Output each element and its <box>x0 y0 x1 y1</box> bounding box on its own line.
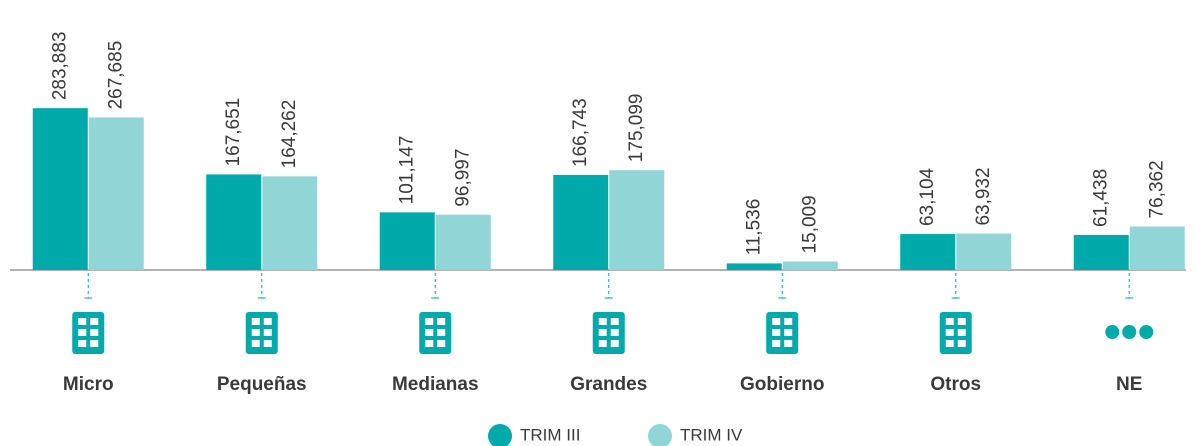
category-icon <box>939 312 972 354</box>
icon-window <box>78 340 87 347</box>
icon-window <box>945 340 954 347</box>
icon-body <box>419 312 452 354</box>
icon-window <box>610 318 619 325</box>
category-icon <box>766 312 799 354</box>
value-label: 63,104 <box>917 167 938 226</box>
category-icon <box>72 312 105 354</box>
value-label: 164,262 <box>279 100 300 169</box>
icon-window <box>784 329 793 336</box>
legend-label: TRIM IV <box>680 425 743 444</box>
category-icon <box>592 312 625 354</box>
icon-body <box>766 312 799 354</box>
legend-swatch <box>488 424 512 446</box>
bar <box>956 233 1012 270</box>
value-label: 61,438 <box>1090 169 1111 227</box>
legend-label: TRIM III <box>520 425 580 444</box>
category-icon <box>245 312 278 354</box>
x-tick-label: Medianas <box>392 374 479 395</box>
icon-window <box>425 340 434 347</box>
icon-window <box>945 318 954 325</box>
bar <box>1129 226 1185 270</box>
value-label: 166,743 <box>570 98 591 167</box>
icon-window <box>263 318 272 325</box>
icon-window <box>78 318 87 325</box>
icon-window <box>251 318 260 325</box>
category-icon <box>1105 325 1154 339</box>
icon-dot <box>1122 325 1137 339</box>
icon-window <box>437 318 446 325</box>
icon-window <box>772 329 781 336</box>
icon-window <box>90 340 99 347</box>
value-label: 267,685 <box>105 41 126 110</box>
value-label: 96,997 <box>452 149 473 207</box>
icon-window <box>425 318 434 325</box>
icon-body <box>72 312 105 354</box>
icon-window <box>263 329 272 336</box>
x-tick-label: Micro <box>63 374 114 395</box>
icon-dot <box>1139 325 1154 339</box>
icon-window <box>945 329 954 336</box>
icon-window <box>957 340 966 347</box>
bar <box>900 234 956 270</box>
bar <box>609 170 665 270</box>
category-icon <box>419 312 452 354</box>
value-label: 101,147 <box>396 136 417 205</box>
bar <box>32 108 88 270</box>
icon-window <box>90 329 99 336</box>
icon-window <box>437 329 446 336</box>
legend-swatch <box>648 424 672 446</box>
icon-body <box>939 312 972 354</box>
bar <box>88 117 144 270</box>
icon-window <box>598 329 607 336</box>
x-tick-label: Otros <box>930 374 981 395</box>
value-label: 167,651 <box>223 98 244 167</box>
x-tick-label: NE <box>1116 374 1142 395</box>
icon-window <box>598 318 607 325</box>
icon-window <box>957 329 966 336</box>
icon-window <box>610 340 619 347</box>
icon-window <box>784 318 793 325</box>
bar <box>435 214 491 270</box>
value-label: 175,099 <box>626 94 647 163</box>
x-tick-label: Pequeñas <box>217 374 307 395</box>
bar <box>553 174 609 270</box>
bar <box>262 176 318 270</box>
value-label: 15,009 <box>799 195 820 253</box>
bar <box>782 261 838 270</box>
icon-window <box>772 318 781 325</box>
icon-window <box>598 340 607 347</box>
icon-window <box>78 329 87 336</box>
icon-window <box>251 340 260 347</box>
value-label: 76,362 <box>1146 160 1167 218</box>
icon-body <box>245 312 278 354</box>
icon-dot <box>1105 325 1120 339</box>
icon-window <box>772 340 781 347</box>
bar <box>1073 234 1129 270</box>
icon-body <box>592 312 625 354</box>
bar <box>379 212 435 270</box>
x-tick-label: Grandes <box>570 374 647 395</box>
x-tick-label: Gobierno <box>740 374 824 395</box>
bar <box>726 263 782 270</box>
icon-window <box>437 340 446 347</box>
icon-window <box>263 340 272 347</box>
icon-window <box>784 340 793 347</box>
value-label: 63,932 <box>973 167 994 225</box>
icon-window <box>251 329 260 336</box>
value-label: 283,883 <box>49 31 70 100</box>
icon-window <box>90 318 99 325</box>
icon-window <box>425 329 434 336</box>
value-label: 11,536 <box>743 199 764 256</box>
icon-window <box>610 329 619 336</box>
icon-window <box>957 318 966 325</box>
bar <box>206 174 262 270</box>
